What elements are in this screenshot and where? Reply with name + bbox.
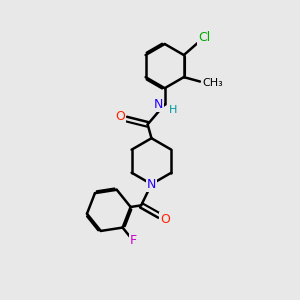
Text: CH₃: CH₃	[202, 78, 223, 88]
Text: O: O	[160, 213, 170, 226]
Text: H: H	[169, 105, 177, 115]
Text: F: F	[130, 234, 137, 247]
Text: O: O	[116, 110, 125, 123]
Text: Cl: Cl	[198, 31, 211, 44]
Text: N: N	[154, 98, 163, 111]
Text: N: N	[147, 178, 156, 191]
